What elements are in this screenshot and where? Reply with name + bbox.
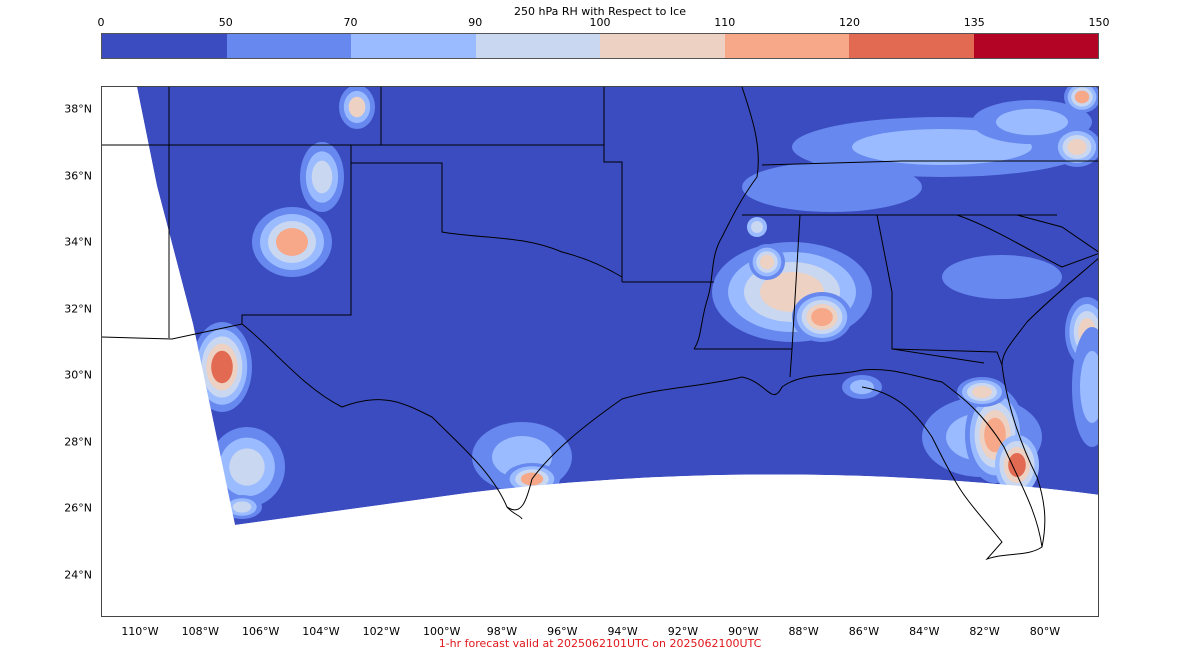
colorbar-tick: 120 <box>839 16 860 29</box>
latitude-label: 26°N <box>64 501 92 515</box>
rh-ice-field-map <box>102 87 1098 616</box>
colorbar-tick: 100 <box>589 16 611 29</box>
longitude-label: 86°W <box>848 625 880 638</box>
longitude-label: 96°W <box>547 625 578 638</box>
colorbar-segment <box>475 34 600 58</box>
latitude-label: 30°N <box>64 368 92 382</box>
rh-contour <box>311 160 333 194</box>
rh-contour <box>211 350 233 384</box>
nm-tx-border <box>241 145 352 324</box>
latitude-label: 32°N <box>64 302 92 315</box>
colorbar-segment <box>600 34 725 58</box>
longitude-label: 84°W <box>909 625 940 638</box>
ok-tx-border <box>351 162 623 278</box>
colorbar-title: 250 hPa RH with Respect to Ice <box>514 5 686 18</box>
rh-contours <box>192 87 1098 519</box>
longitude-label: 100°W <box>422 625 461 638</box>
mexico-border <box>102 323 523 520</box>
ms-al-border <box>791 214 801 350</box>
sc-nc-border <box>1016 214 1098 253</box>
ga-sc-border <box>956 214 1098 268</box>
rh-contour <box>348 96 366 118</box>
state-borders <box>102 87 1098 561</box>
rh-contour <box>1067 139 1087 155</box>
rh-contour <box>996 108 1068 136</box>
longitude-label: 108°W <box>181 625 220 638</box>
longitude-label: 92°W <box>667 625 699 638</box>
latitude-label: 36°N <box>64 169 92 182</box>
forecast-caption: 1-hr forecast valid at 2025062101UTC on … <box>438 637 762 650</box>
longitude-label: 82°W <box>969 625 1000 638</box>
longitude-label: 88°W <box>788 625 819 638</box>
longitude-label: 98°W <box>486 625 518 638</box>
gulf-coastline <box>241 323 1043 561</box>
rh-contour <box>232 501 252 513</box>
longitude-label: 110°W <box>121 625 159 638</box>
no-data-region <box>102 87 1098 616</box>
ky-tn-border <box>761 160 1098 166</box>
ar-ok-border <box>603 87 623 282</box>
atlantic-coastline <box>1001 258 1098 548</box>
rh-contour <box>751 221 763 233</box>
longitude-label: 106°W <box>241 625 280 638</box>
mississippi-river <box>693 87 759 350</box>
rh-contour <box>759 254 775 270</box>
rh-contour <box>972 386 992 398</box>
latitude-label: 38°N <box>64 102 92 116</box>
colorbar <box>101 33 1099 59</box>
colorbar-segment <box>849 34 974 58</box>
rh-contour <box>811 308 833 326</box>
rh-contour <box>1074 90 1090 104</box>
colorbar-tick: 0 <box>97 16 105 29</box>
longitude-label: 102°W <box>362 625 400 638</box>
colorbar-segment <box>724 34 849 58</box>
rh-contour <box>1080 351 1098 423</box>
colorbar-segment <box>351 34 476 58</box>
longitude-label: 94°W <box>607 625 638 638</box>
longitude-label: 104°W <box>302 625 340 638</box>
longitude-label: 80°W <box>1029 625 1061 638</box>
rh-contour <box>276 228 308 256</box>
colorbar-segment <box>973 34 1098 58</box>
rh-contour <box>852 129 1032 165</box>
rh-contour <box>229 448 265 486</box>
colorbar-tick: 150 <box>1088 16 1110 29</box>
colorbar-tick: 70 <box>343 16 358 29</box>
colorbar-segment <box>102 34 227 58</box>
latitude-label: 34°N <box>64 235 92 249</box>
rh-contour <box>1008 453 1026 477</box>
al-ga-border <box>876 214 985 364</box>
colorbar-tick: 135 <box>963 16 985 29</box>
fl-ga-border <box>891 348 1003 366</box>
map-panel <box>101 86 1099 617</box>
longitude-label: 90°W <box>728 625 759 638</box>
colorbar-tick: 90 <box>468 16 483 29</box>
rh-contour <box>742 162 922 212</box>
colorbar-segment <box>226 34 351 58</box>
colorbar-tick: 50 <box>218 16 233 29</box>
rh-contour <box>942 255 1062 299</box>
colorbar-tick: 110 <box>714 16 736 29</box>
latitude-label: 28°N <box>64 435 92 448</box>
latitude-label: 24°N <box>64 568 92 581</box>
